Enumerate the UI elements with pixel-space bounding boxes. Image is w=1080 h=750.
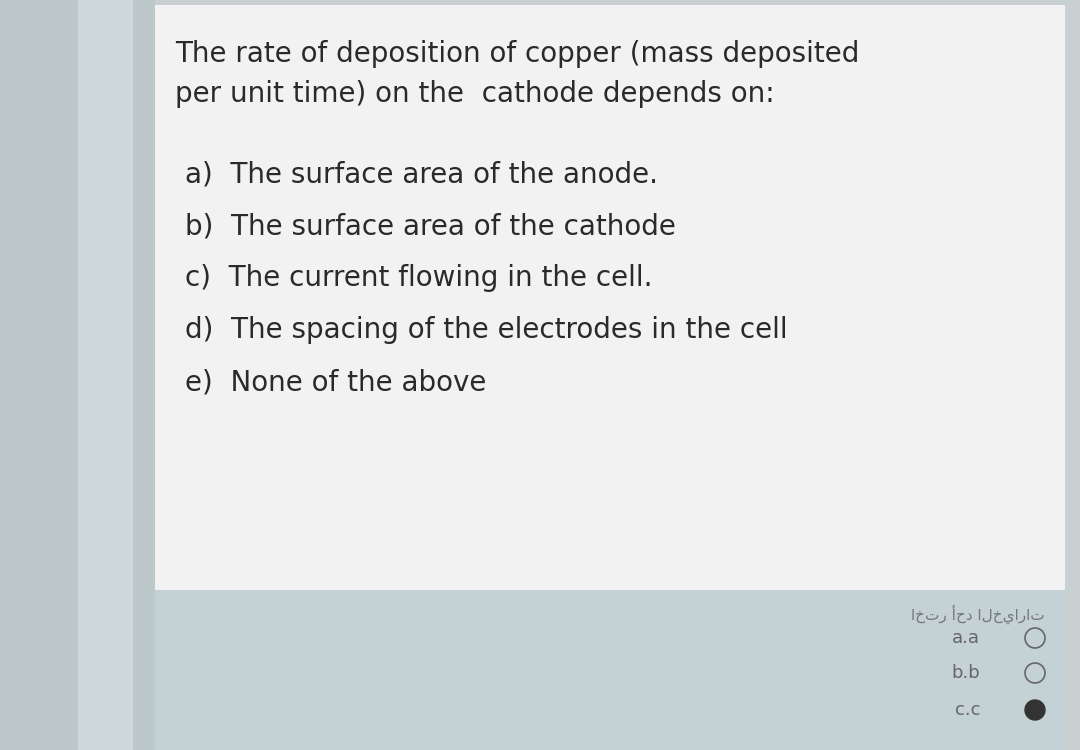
Text: اختر أحد الخيارات: اختر أحد الخيارات: [912, 605, 1045, 624]
Circle shape: [1025, 700, 1045, 720]
Text: a.a: a.a: [951, 629, 980, 647]
Text: b.b: b.b: [951, 664, 980, 682]
Text: a)  The surface area of the anode.: a) The surface area of the anode.: [185, 160, 658, 188]
Text: c.c: c.c: [955, 701, 980, 719]
Text: d)  The spacing of the electrodes in the cell: d) The spacing of the electrodes in the …: [185, 316, 787, 344]
Text: b)  The surface area of the cathode: b) The surface area of the cathode: [185, 212, 676, 240]
Text: per unit time) on the  cathode depends on:: per unit time) on the cathode depends on…: [175, 80, 774, 108]
Text: e)  None of the above: e) None of the above: [185, 368, 486, 396]
Text: The rate of deposition of copper (mass deposited: The rate of deposition of copper (mass d…: [175, 40, 860, 68]
Text: c)  The current flowing in the cell.: c) The current flowing in the cell.: [185, 264, 652, 292]
Bar: [0, 0, 156, 750]
Bar: [78, 0, 133, 750]
Bar: [156, 5, 1065, 590]
Bar: [156, 590, 1065, 750]
